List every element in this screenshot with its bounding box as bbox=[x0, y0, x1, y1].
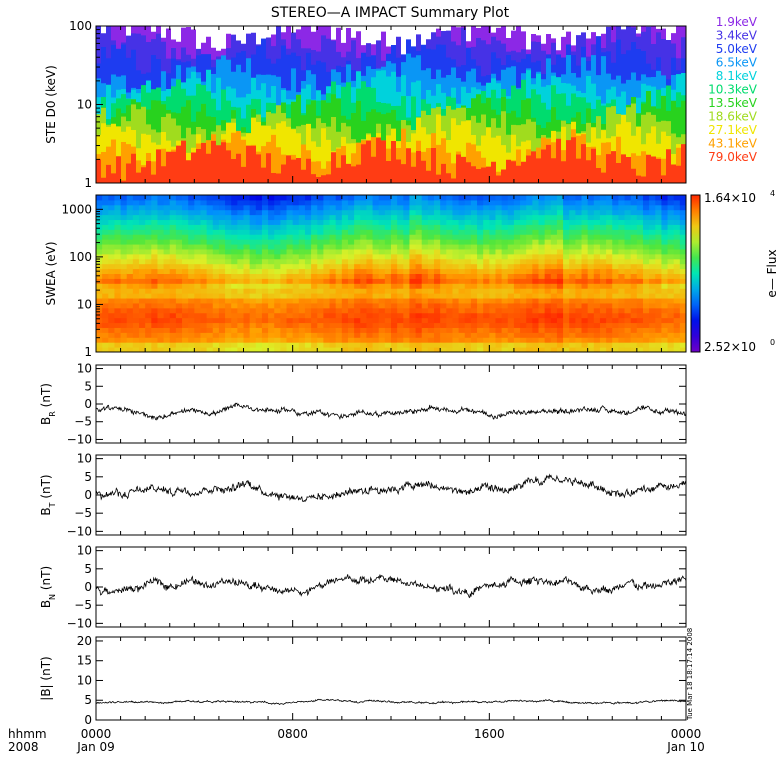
bn-trace bbox=[95, 574, 687, 599]
time-tick-label: 0000 bbox=[81, 727, 112, 741]
ste-ytick-label: 100 bbox=[69, 19, 92, 33]
time-tick-label: 0000 bbox=[671, 727, 702, 741]
br-panel: −10 −5 0 5 10 BR (nT) bbox=[39, 362, 687, 446]
colorbar bbox=[690, 194, 701, 353]
bt-panel: −10 −5 0 5 10 BT (nT) bbox=[39, 452, 687, 538]
ste-ytick-label: 1 bbox=[84, 176, 92, 190]
br-frame bbox=[95, 364, 687, 444]
br-ylabel: BR (nT) bbox=[39, 383, 57, 425]
plot-title: STEREO—A IMPACT Summary Plot bbox=[271, 5, 510, 21]
swea-ytick-label: 1 bbox=[84, 345, 92, 359]
bmag-ylabel: |B| (nT) bbox=[39, 656, 53, 700]
ste-legend-6.5keV: 6.5keV bbox=[716, 56, 758, 70]
bmag-ytick-label: 20 bbox=[77, 634, 92, 648]
bn-ytick-label: −5 bbox=[74, 598, 92, 612]
ste-legend-1.9keV: 1.9keV bbox=[716, 15, 758, 29]
swea-ylabel: SWEA (eV) bbox=[44, 241, 58, 305]
bn-frame bbox=[95, 546, 687, 628]
bn-ytick-label: 10 bbox=[77, 544, 92, 558]
bt-ytick-label: −5 bbox=[74, 506, 92, 520]
bmag-ytick-label: 0 bbox=[84, 713, 92, 727]
br-ytick-label: −10 bbox=[67, 432, 92, 446]
swea-heatmap bbox=[96, 195, 687, 353]
ste-legend-5.0keV: 5.0keV bbox=[716, 42, 758, 56]
bt-ytick-label: −10 bbox=[67, 524, 92, 538]
timestamp-text: Tue Mar 18 18:17:14 2008 bbox=[686, 628, 694, 721]
br-ytick-label: −5 bbox=[74, 415, 92, 429]
br-ytick-label: 10 bbox=[77, 362, 92, 376]
swea-panel: 1 10 100 1000 SWEA (eV) 1.64×10 4 2.52×10 0 e— Fl… bbox=[44, 189, 779, 359]
bn-ytick-label: −10 bbox=[67, 616, 92, 630]
bt-ylabel: BT (nT) bbox=[39, 474, 57, 515]
bt-trace bbox=[95, 473, 687, 503]
time-axis-label-year: 2008 bbox=[8, 740, 39, 754]
bmag-panel: 0 5 10 15 20 |B| (nT) bbox=[39, 634, 687, 727]
ste-legend-43.1keV: 43.1keV bbox=[708, 137, 758, 151]
colorbar-min-exp: 0 bbox=[770, 338, 775, 347]
ste-legend-18.6keV: 18.6keV bbox=[708, 110, 758, 124]
swea-ytick-label: 1000 bbox=[61, 202, 92, 216]
ste-ylabel: STE D0 (keV) bbox=[44, 65, 58, 144]
colorbar-max-label: 1.64×10 bbox=[704, 191, 756, 205]
time-axis-label-hhmm: hhmm bbox=[8, 727, 47, 741]
bn-panel: −10 −5 0 5 10 BN (nT) bbox=[39, 544, 687, 630]
time-tick-label: 0800 bbox=[277, 727, 308, 741]
bmag-ytick-label: 15 bbox=[77, 654, 92, 668]
bn-ylabel: BN (nT) bbox=[39, 566, 57, 608]
bt-ytick-label: 10 bbox=[77, 452, 92, 466]
bt-frame bbox=[95, 454, 687, 536]
bmag-ytick-label: 10 bbox=[77, 673, 92, 687]
colorbar-min-label: 2.52×10 bbox=[704, 340, 756, 354]
br-trace bbox=[95, 402, 687, 421]
time-tick-label: 1600 bbox=[474, 727, 505, 741]
br-ytick-label: 0 bbox=[84, 397, 92, 411]
bt-ytick-label: 5 bbox=[84, 470, 92, 484]
swea-ytick-label: 100 bbox=[69, 250, 92, 264]
colorbar-max-exp: 4 bbox=[770, 189, 775, 198]
br-ytick-label: 5 bbox=[84, 379, 92, 393]
ste-legend-3.4keV: 3.4keV bbox=[716, 29, 758, 43]
ste-ytick-label: 10 bbox=[77, 98, 92, 112]
bt-ytick-label: 0 bbox=[84, 488, 92, 502]
time-tick-date: Jan 10 bbox=[666, 740, 705, 754]
ste-legend-13.5keV: 13.5keV bbox=[708, 96, 758, 110]
ste-legend-10.3keV: 10.3keV bbox=[708, 83, 758, 97]
time-tick-date: Jan 09 bbox=[76, 740, 115, 754]
ste-panel: 1 10 100 STE D0 (keV) 1.9keV3.4keV5.0keV6.5k… bbox=[44, 15, 758, 190]
bn-ytick-label: 0 bbox=[84, 580, 92, 594]
colorbar-label: e— Flux bbox=[765, 249, 779, 297]
bmag-frame bbox=[95, 636, 687, 721]
bn-ytick-label: 5 bbox=[84, 562, 92, 576]
ste-legend-8.1keV: 8.1keV bbox=[716, 69, 758, 83]
bmag-trace bbox=[95, 698, 687, 706]
ste-band-79.0keV bbox=[96, 137, 686, 183]
ste-legend-27.1keV: 27.1keV bbox=[708, 123, 758, 137]
bmag-ytick-label: 5 bbox=[84, 693, 92, 707]
swea-ytick-label: 10 bbox=[77, 297, 92, 311]
ste-legend-79.0keV: 79.0keV bbox=[708, 150, 758, 164]
